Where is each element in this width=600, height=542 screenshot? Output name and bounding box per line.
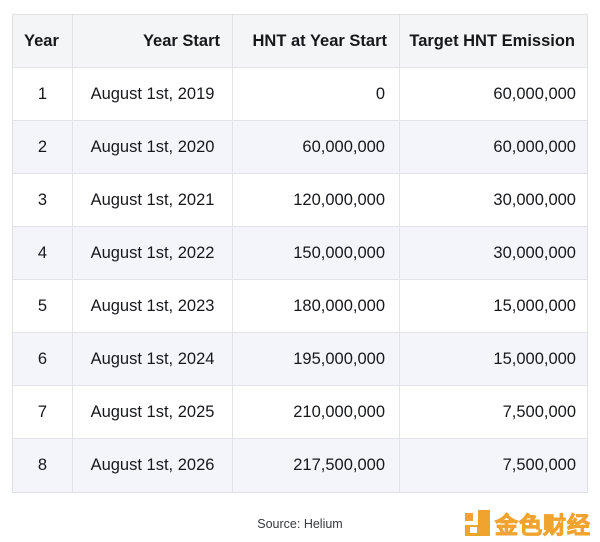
table-cell: August 1st, 2025 <box>73 386 233 438</box>
source-note: Source: Helium <box>257 517 343 531</box>
table-cell: 30,000,000 <box>493 243 576 262</box>
table-row: 8 August 1st, 2026 217,500,000 7,500,000 <box>13 439 587 492</box>
table-cell: August 1st, 2023 <box>73 280 233 332</box>
table-cell: 7,500,000 <box>502 402 576 421</box>
brand-name-text: 金色财经 <box>495 512 591 539</box>
table-cell: 217,500,000 <box>233 439 400 492</box>
table-cell: 15,000,000 <box>493 296 576 315</box>
table-row: 3 August 1st, 2021 120,000,000 30,000,000 <box>13 174 587 227</box>
table-cell: August 1st, 2019 <box>73 68 233 120</box>
table-cell: 15,000,000 <box>493 349 576 368</box>
jinse-logo-icon <box>465 510 490 536</box>
table-cell: 30,000,000 <box>493 190 576 209</box>
table-row: 1 August 1st, 2019 0 60,000,000 <box>13 68 587 121</box>
table-row: 6 August 1st, 2024 195,000,000 15,000,000 <box>13 333 587 386</box>
column-header-year-start: Year Start <box>73 15 233 67</box>
table-cell: August 1st, 2026 <box>73 439 233 492</box>
table-cell: 3 <box>13 174 73 226</box>
table-cell: 0 <box>233 68 400 120</box>
table-cell: 5 <box>13 280 73 332</box>
table-cell: 60,000,000 <box>493 137 576 156</box>
table-cell: 1 <box>13 68 73 120</box>
table-cell: 150,000,000 <box>233 227 400 279</box>
table-row: 4 August 1st, 2022 150,000,000 30,000,000 <box>13 227 587 280</box>
table-cell: August 1st, 2021 <box>73 174 233 226</box>
table-cell: August 1st, 2020 <box>73 121 233 173</box>
table-row: 7 August 1st, 2025 210,000,000 7,500,000 <box>13 386 587 439</box>
table-row: 5 August 1st, 2023 180,000,000 15,000,000 <box>13 280 587 333</box>
table-cell: 8 <box>13 439 73 492</box>
table-header-row: Year Year Start HNT at Year Start Target… <box>13 15 587 68</box>
column-header-target-hnt-emission: Target HNT Emission <box>409 31 575 50</box>
table-cell: August 1st, 2022 <box>73 227 233 279</box>
table-cell: 195,000,000 <box>233 333 400 385</box>
table-cell: 4 <box>13 227 73 279</box>
brand-watermark: 金色财经 <box>465 506 591 540</box>
table-body: 1 August 1st, 2019 0 60,000,000 2 August 1st,… <box>13 68 587 492</box>
table-cell: 60,000,000 <box>493 84 576 103</box>
table-row: 2 August 1st, 2020 60,000,000 60,000,000 <box>13 121 587 174</box>
hnt-emission-table: Year Year Start HNT at Year Start Target… <box>12 14 588 493</box>
table-cell: 2 <box>13 121 73 173</box>
table-cell: 7 <box>13 386 73 438</box>
table-cell: 6 <box>13 333 73 385</box>
column-header-hnt-at-year-start: HNT at Year Start <box>233 15 400 67</box>
table-cell: 120,000,000 <box>233 174 400 226</box>
table-cell: 210,000,000 <box>233 386 400 438</box>
table-cell: 180,000,000 <box>233 280 400 332</box>
table-cell: 7,500,000 <box>502 456 576 474</box>
column-header-year: Year <box>13 15 73 67</box>
table-cell: 60,000,000 <box>233 121 400 173</box>
table-cell: August 1st, 2024 <box>73 333 233 385</box>
